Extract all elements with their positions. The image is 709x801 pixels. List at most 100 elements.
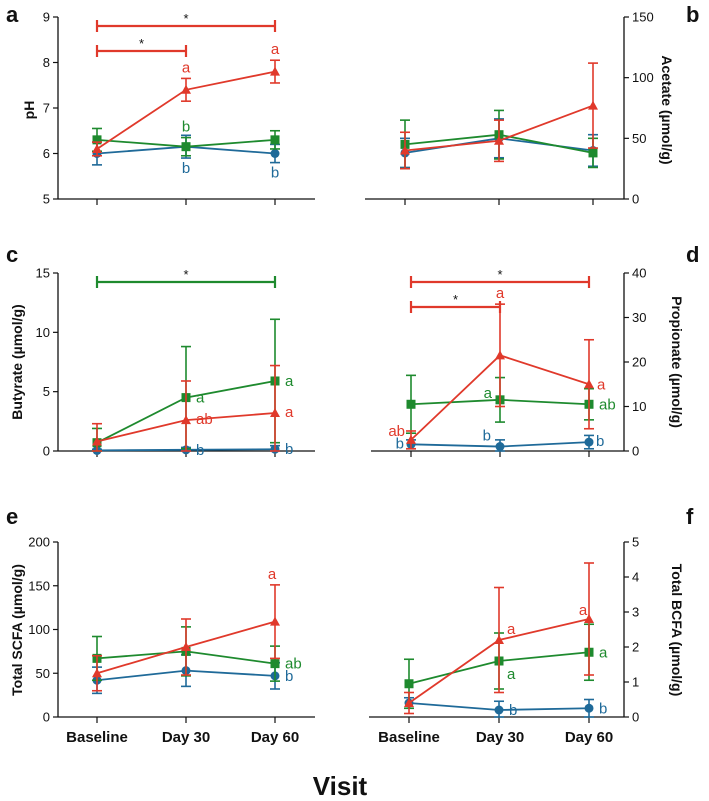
y-tick-label: 0 [43, 444, 50, 459]
y-tick-label: 10 [632, 399, 646, 414]
significance-letter: b [285, 441, 293, 458]
y-tick-label: 0 [632, 710, 639, 725]
y-tick-label: 10 [36, 325, 50, 340]
data-point-triangle [406, 434, 416, 444]
significance-letter: a [507, 621, 516, 638]
significance-star: * [453, 292, 458, 307]
x-tick-label: Baseline [66, 729, 128, 746]
data-point-square [181, 142, 191, 152]
significance-letter: a [484, 385, 493, 402]
y-tick-label: 100 [28, 622, 50, 637]
data-point-triangle [181, 84, 191, 94]
significance-letter: a [182, 59, 191, 76]
panel-label: e [6, 504, 18, 529]
significance-letter: b [285, 668, 293, 685]
y-tick-label: 2 [632, 640, 639, 655]
y-tick-label: 200 [28, 535, 50, 550]
data-point-triangle [404, 698, 414, 707]
data-point-square [404, 679, 414, 689]
panel-label: c [6, 242, 18, 267]
significance-star: * [139, 36, 144, 51]
y-axis-title: Butyrate (µmol/g) [9, 304, 25, 419]
significance-letter: ab [388, 423, 405, 440]
significance-letter: a [268, 566, 277, 583]
significance-star: * [183, 267, 188, 282]
significance-letter: a [285, 373, 294, 390]
y-tick-label: 3 [632, 605, 639, 620]
y-tick-label: 0 [632, 444, 639, 459]
y-tick-label: 4 [632, 570, 639, 585]
significance-letter: ab [599, 396, 616, 413]
y-tick-label: 5 [43, 384, 50, 399]
significance-letter: a [599, 644, 608, 661]
y-tick-label: 6 [43, 146, 50, 161]
data-point-triangle [181, 415, 191, 425]
x-tick-label: Day 30 [476, 729, 524, 746]
y-tick-label: 0 [43, 710, 50, 725]
significance-letter: b [483, 428, 491, 445]
y-tick-label: 5 [632, 535, 639, 550]
significance-letter: b [599, 700, 607, 717]
chart-panel-e: 0 50 100 150 200 a abb [28, 535, 315, 725]
y-tick-label: 1 [632, 675, 639, 690]
significance-letter: b [271, 165, 279, 182]
significance-letter: ab [196, 411, 213, 428]
y-tick-label: 8 [43, 55, 50, 70]
significance-letter: b [396, 435, 404, 452]
panel-label: a [6, 2, 19, 27]
significance-letter: b [596, 433, 604, 450]
y-axis-title: Total BCFA (µmol/g) [669, 564, 685, 697]
panel-label: b [686, 2, 699, 27]
data-point-triangle [92, 668, 102, 678]
y-tick-label: 15 [36, 266, 50, 281]
y-tick-label: 50 [36, 666, 50, 681]
data-point-triangle [494, 135, 504, 145]
data-point-triangle [181, 642, 191, 651]
y-tick-label: 5 [43, 192, 50, 207]
x-axis-title: Visit [313, 771, 368, 801]
significance-letter: a [507, 666, 516, 683]
data-point-triangle [92, 143, 102, 153]
y-tick-label: 50 [632, 131, 646, 146]
data-point-triangle [92, 436, 102, 446]
data-point-circle [270, 149, 280, 158]
y-tick-label: 100 [632, 70, 654, 85]
significance-star: * [183, 11, 188, 26]
y-tick-label: 20 [632, 355, 646, 370]
data-point-circle [494, 705, 504, 715]
data-point-square [270, 659, 280, 669]
y-tick-label: 40 [632, 266, 646, 281]
significance-letter: a [597, 376, 606, 393]
data-point-circle [495, 442, 505, 452]
y-tick-label: 150 [28, 578, 50, 593]
data-point-square [92, 135, 102, 145]
x-tick-label: Day 30 [162, 729, 210, 746]
y-tick-label: 150 [632, 10, 654, 25]
x-tick-label: Day 60 [251, 729, 299, 746]
significance-letter: a [271, 41, 280, 58]
significance-letter: a [579, 602, 588, 619]
data-point-circle [584, 437, 594, 447]
panel-label: d [686, 242, 699, 267]
significance-letter: a [496, 285, 505, 302]
data-point-triangle [588, 100, 598, 110]
data-point-triangle [584, 379, 594, 389]
data-point-triangle [494, 635, 504, 644]
data-point-triangle [270, 66, 280, 76]
x-tick-label: Baseline [378, 729, 440, 746]
significance-letter: b [182, 160, 190, 177]
chart-panel-b: 0 50 100 150 [365, 10, 654, 207]
data-point-square [406, 399, 416, 409]
data-point-triangle [400, 145, 410, 155]
significance-letter: ab [285, 656, 302, 673]
data-point-triangle [584, 614, 594, 623]
y-axis-title: Total SCFA (µmol/g) [9, 564, 25, 696]
significance-letter: a [196, 390, 205, 407]
y-tick-label: 30 [632, 310, 646, 325]
x-tick-label: Day 60 [565, 729, 613, 746]
y-axis-title: Acetate (µmol/g) [659, 55, 675, 164]
y-tick-label: 0 [632, 192, 639, 207]
y-axis-title: pH [21, 101, 37, 120]
